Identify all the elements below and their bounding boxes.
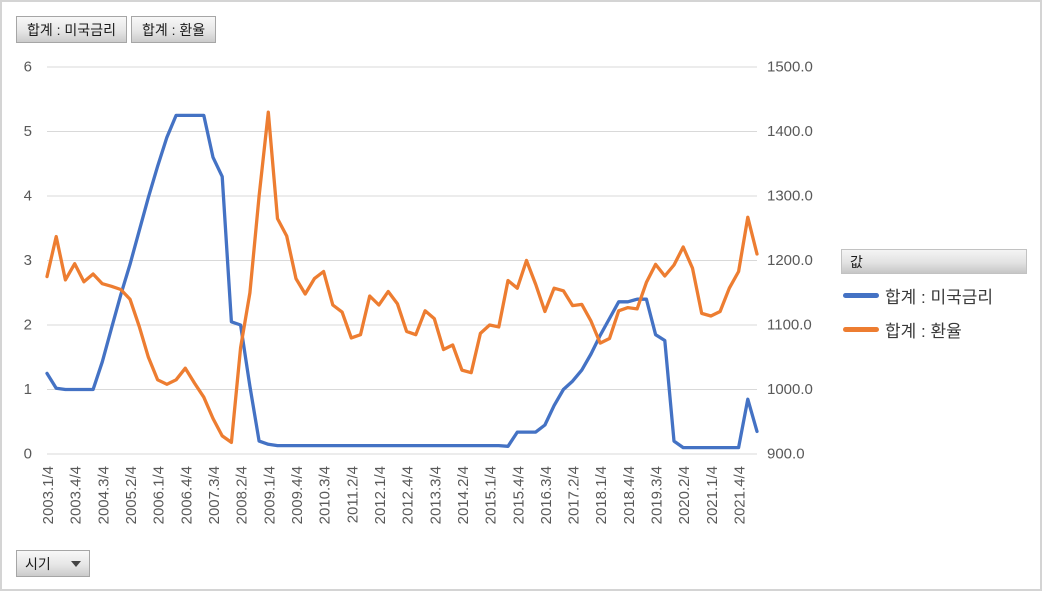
left-axis-tick-label: 6 [24, 59, 32, 76]
x-axis-tick-label: 2012.4/4 [400, 466, 417, 524]
x-axis-tick-label: 2006.4/4 [178, 466, 195, 524]
x-axis-tick-label: 2004.3/4 [95, 466, 112, 524]
x-axis-tick-label: 2013.3/4 [427, 466, 444, 524]
x-axis-tick-label: 2012.1/4 [372, 466, 389, 524]
x-axis-tick-label: 2020.2/4 [676, 466, 693, 524]
axis-field-button-period[interactable]: 시기 [16, 550, 90, 577]
x-axis-tick-label: 2014.2/4 [455, 466, 472, 524]
value-field-button-0[interactable]: 합계 : 미국금리 [16, 16, 127, 43]
x-axis-tick-label: 2009.4/4 [289, 466, 306, 524]
right-axis-tick-label: 1000.0 [767, 381, 813, 398]
legend-line-swatch [843, 326, 879, 332]
legend-line-swatch [843, 292, 879, 298]
legend-values-field-button[interactable]: 값 [841, 249, 1027, 274]
x-axis-tick-label: 2011.2/4 [344, 466, 361, 523]
x-axis-tick-label: 2019.3/4 [649, 466, 666, 524]
legend-item-label: 합계 : 미국금리 [885, 287, 994, 307]
chart-svg: 0 900.0 1 1000.0 2 1100.0 3 1200.0 4 1300.0 5 1400.… [24, 59, 813, 525]
left-axis-tick-label: 5 [24, 123, 32, 140]
x-axis-tick-label: 2003.1/4 [40, 466, 57, 524]
left-axis-tick-label: 2 [24, 317, 32, 334]
series-line-0 [45, 113, 759, 450]
left-axis-tick-label: 1 [24, 381, 32, 398]
right-axis-tick-label: 1100.0 [767, 317, 812, 334]
legend-item-label: 합계 : 환율 [885, 321, 962, 341]
series-line-1 [45, 110, 759, 445]
value-field-button-1[interactable]: 합계 : 환율 [130, 16, 217, 43]
chart-plot-area: 0 900.0 1 1000.0 2 1100.0 3 1200.0 4 1300.0 5 1400.… [2, 2, 1040, 567]
value-field-buttons: 합계 : 미국금리 합계 : 환율 [16, 16, 217, 43]
right-axis-tick-label: 1400.0 [767, 123, 813, 140]
left-axis-tick-label: 3 [24, 252, 32, 269]
right-axis-tick-label: 1300.0 [767, 188, 813, 205]
x-axis-tick-label: 2018.1/4 [593, 466, 610, 524]
right-axis-tick-label: 1500.0 [767, 59, 813, 76]
x-axis-tick-label: 2015.1/4 [483, 466, 500, 524]
right-axis-tick-label: 1200.0 [767, 252, 813, 269]
x-axis-tick-label: 2006.1/4 [151, 466, 168, 524]
axis-field-button-label: 시기 [25, 555, 51, 572]
x-axis-tick-label: 2016.3/4 [538, 466, 555, 524]
legend: 합계 : 미국금리 합계 : 환율 [843, 283, 993, 341]
legend-item-0[interactable]: 합계 : 미국금리 [843, 283, 993, 307]
x-axis-tick-label: 2005.2/4 [123, 466, 140, 524]
x-axis-tick-label: 2008.2/4 [234, 466, 251, 524]
legend-header-label: 값 [850, 253, 863, 270]
left-axis-tick-label: 0 [24, 446, 32, 463]
x-axis-tick-label: 2007.3/4 [206, 466, 223, 524]
x-axis-tick-label: 2010.3/4 [317, 466, 334, 524]
x-axis-tick-label: 2021.1/4 [704, 466, 721, 524]
legend-item-1[interactable]: 합계 : 환율 [843, 317, 993, 341]
x-axis-tick-label: 2018.4/4 [621, 466, 638, 524]
x-axis-tick-label: 2017.2/4 [566, 466, 583, 524]
x-axis-tick-label: 2015.4/4 [510, 466, 527, 524]
x-axis-tick-label: 2003.4/4 [68, 466, 85, 524]
dropdown-arrow-icon [71, 560, 81, 567]
left-axis-tick-label: 4 [24, 188, 32, 205]
x-axis-tick-label: 2021.4/4 [732, 466, 749, 524]
right-axis-tick-label: 900.0 [767, 446, 805, 463]
x-axis-tick-label: 2009.1/4 [261, 466, 278, 524]
